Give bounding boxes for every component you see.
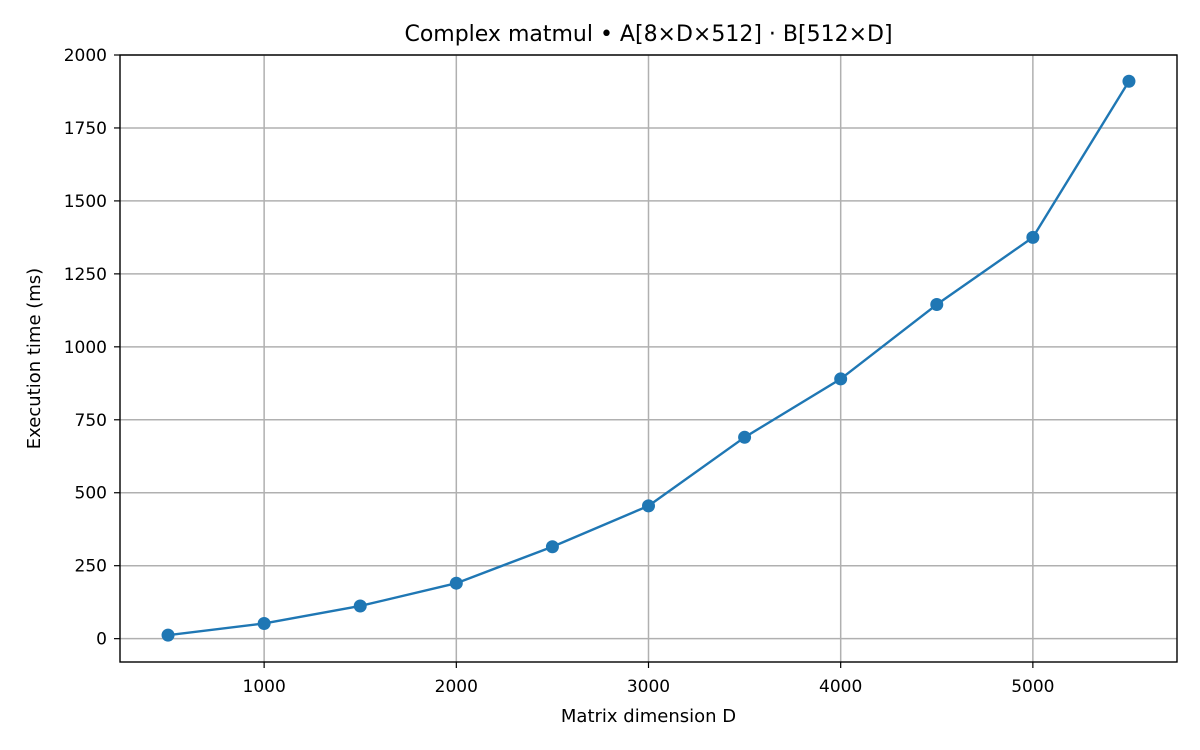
x-axis-label: Matrix dimension D — [561, 706, 736, 727]
y-tick-label: 1250 — [64, 265, 107, 285]
data-point — [738, 430, 752, 444]
y-tick-label: 250 — [75, 557, 107, 577]
plot-frame — [119, 54, 1178, 663]
data-point — [545, 540, 559, 554]
grid — [120, 54, 1177, 662]
series-layer — [161, 74, 1136, 642]
y-tick-label: 2000 — [64, 46, 107, 66]
x-tick-label: 5000 — [1011, 677, 1054, 697]
y-tick-label: 0 — [96, 630, 107, 650]
data-point — [449, 576, 463, 590]
data-point — [642, 499, 655, 513]
axis-ticks: 1000 2000 3000 4000 5000 0 250 500 750 1000 1250 15… — [64, 46, 1055, 697]
x-tick-label: 2000 — [435, 677, 478, 697]
data-point — [353, 599, 367, 613]
data-point — [161, 628, 175, 642]
data-point — [930, 298, 944, 312]
y-tick-label: 500 — [75, 484, 107, 504]
x-tick-label: 1000 — [243, 677, 286, 697]
y-axis-label: Execution time (ms) — [24, 268, 45, 449]
data-point — [1026, 230, 1040, 244]
chart-title: Complex matmul • A[8×D×512] · B[512×D] — [404, 22, 892, 47]
data-point — [834, 372, 848, 386]
y-tick-label: 1500 — [64, 192, 107, 212]
data-point — [1122, 74, 1136, 88]
x-tick-label: 4000 — [819, 677, 862, 697]
y-tick-label: 1000 — [64, 338, 107, 358]
y-tick-label: 750 — [75, 411, 107, 431]
data-point — [257, 616, 271, 630]
y-tick-label: 1750 — [64, 119, 107, 139]
x-tick-label: 3000 — [627, 677, 670, 697]
